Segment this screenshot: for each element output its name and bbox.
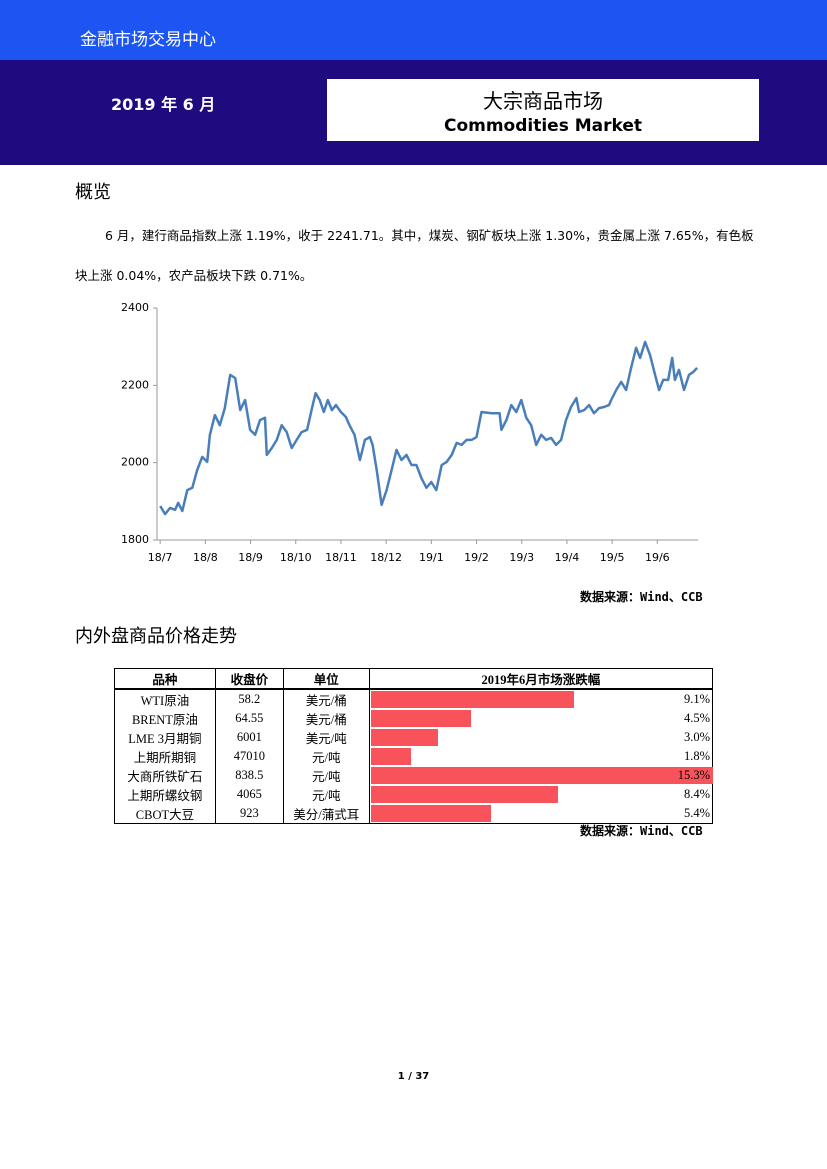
change-bar xyxy=(370,786,559,803)
table-row: CBOT大豆 923 美分/蒲式耳 5.4% xyxy=(114,804,714,824)
unit: 元/吨 xyxy=(282,766,370,785)
change-bar xyxy=(370,767,713,784)
x-tick-label: 18/12 xyxy=(370,551,402,564)
x-tick-label: 18/10 xyxy=(280,551,312,564)
unit: 美元/吨 xyxy=(282,728,370,747)
change-cell: 1.8% xyxy=(368,747,714,766)
unit: 美分/蒲式耳 xyxy=(282,804,370,824)
change-label: 15.3% xyxy=(677,768,710,782)
title-box: 大宗商品市场 Commodities Market xyxy=(327,79,759,141)
change-bar xyxy=(370,805,492,822)
overview-paragraph: 6 月，建行商品指数上涨 1.19%，收于 2241.71。其中，煤炭、钢矿板块… xyxy=(75,228,754,283)
change-bar xyxy=(370,710,472,727)
change-cell: 5.4% xyxy=(368,804,714,824)
commodity-name: WTI原油 xyxy=(114,689,216,709)
index-line xyxy=(159,340,699,516)
x-tick-label: 19/1 xyxy=(419,551,444,564)
x-tick-label: 19/4 xyxy=(555,551,580,564)
change-cell: 9.1% xyxy=(368,689,714,709)
change-bar xyxy=(370,748,411,765)
unit: 元/吨 xyxy=(282,785,370,804)
source-note: 数据来源：Wind、CCB xyxy=(580,824,703,838)
change-label: 9.1% xyxy=(683,692,710,706)
top-bar: 金融市场交易中心 xyxy=(0,0,827,60)
line-chart: 1800 2000 2200 2400 18/7 18/8 18/9 18/10 18/11 18… xyxy=(121,301,699,564)
unit: 元/吨 xyxy=(282,747,370,766)
change-bar xyxy=(370,691,575,708)
title-band: 2019 年 6 月 大宗商品市场 Commodities Market xyxy=(0,60,827,165)
table-row: LME 3月期铜 6001 美元/吨 3.0% xyxy=(114,728,714,747)
report-date: 2019 年 6 月 xyxy=(111,95,216,114)
commodity-name: 大商所铁矿石 xyxy=(114,766,216,785)
close-price: 6001 xyxy=(214,728,284,747)
x-tick-label: 19/6 xyxy=(645,551,670,564)
header-cell: 收盘价 xyxy=(214,668,284,690)
table-row: BRENT原油 64.55 美元/桶 4.5% xyxy=(114,709,714,728)
close-price: 64.55 xyxy=(214,709,284,728)
x-tick-label: 18/8 xyxy=(193,551,218,564)
header-row: 品种 收盘价 单位 2019年6月市场涨跌幅 xyxy=(114,668,714,690)
table-row: WTI原油 58.2 美元/桶 9.1% xyxy=(114,689,714,709)
x-tick-label: 19/5 xyxy=(600,551,625,564)
y-tick-label: 2000 xyxy=(121,456,149,469)
x-tick-label: 18/9 xyxy=(238,551,263,564)
y-tick-label: 1800 xyxy=(121,533,149,546)
change-cell: 4.5% xyxy=(368,709,714,728)
y-tick-label: 2200 xyxy=(121,378,149,391)
title-en: Commodities Market xyxy=(443,116,643,136)
change-cell: 3.0% xyxy=(368,728,714,747)
close-price: 58.2 xyxy=(214,689,284,709)
section-heading: 概览 xyxy=(75,182,111,203)
title-cn: 大宗商品市场 xyxy=(483,89,603,113)
x-tick-label: 18/11 xyxy=(325,551,357,564)
x-tick-label: 18/7 xyxy=(148,551,173,564)
close-price: 47010 xyxy=(214,747,284,766)
header-cell: 2019年6月市场涨跌幅 xyxy=(368,668,714,690)
section-heading: 内外盘商品价格走势 xyxy=(75,626,237,647)
x-tick-label: 19/3 xyxy=(509,551,534,564)
header-cell: 单位 xyxy=(282,668,370,690)
table-row: 大商所铁矿石 838.5 元/吨 15.3% xyxy=(114,766,714,785)
close-price: 4065 xyxy=(214,785,284,804)
table-row: 上期所螺纹钢 4065 元/吨 8.4% xyxy=(114,785,714,804)
unit: 美元/桶 xyxy=(282,709,370,728)
close-price: 838.5 xyxy=(214,766,284,785)
commodity-name: 上期所期铜 xyxy=(114,747,216,766)
commodity-name: 上期所螺纹钢 xyxy=(114,785,216,804)
header-cell: 品种 xyxy=(114,668,216,690)
commodity-name: CBOT大豆 xyxy=(114,804,216,824)
change-label: 4.5% xyxy=(683,711,710,725)
commodity-name: LME 3月期铜 xyxy=(114,728,216,747)
close-price: 923 xyxy=(214,804,284,824)
change-label: 1.8% xyxy=(683,749,710,763)
page-number: 1 / 37 xyxy=(397,1071,430,1082)
change-label: 5.4% xyxy=(683,806,710,820)
change-cell: 15.3% xyxy=(368,766,714,785)
table-row: 上期所期铜 47010 元/吨 1.8% xyxy=(114,747,714,766)
x-tick-label: 19/2 xyxy=(464,551,489,564)
price-table: 品种 收盘价 单位 2019年6月市场涨跌幅 WTI原油 58.2 美元/桶 9.1%… xyxy=(114,668,714,824)
change-label: 8.4% xyxy=(683,787,710,801)
change-bar xyxy=(370,729,438,746)
unit: 美元/桶 xyxy=(282,689,370,709)
commodity-name: BRENT原油 xyxy=(114,709,216,728)
change-label: 3.0% xyxy=(683,730,710,744)
org-name: 金融市场交易中心 xyxy=(80,30,216,50)
y-tick-label: 2400 xyxy=(121,301,149,314)
source-note: 数据来源：Wind、CCB xyxy=(580,590,703,604)
change-cell: 8.4% xyxy=(368,785,714,804)
